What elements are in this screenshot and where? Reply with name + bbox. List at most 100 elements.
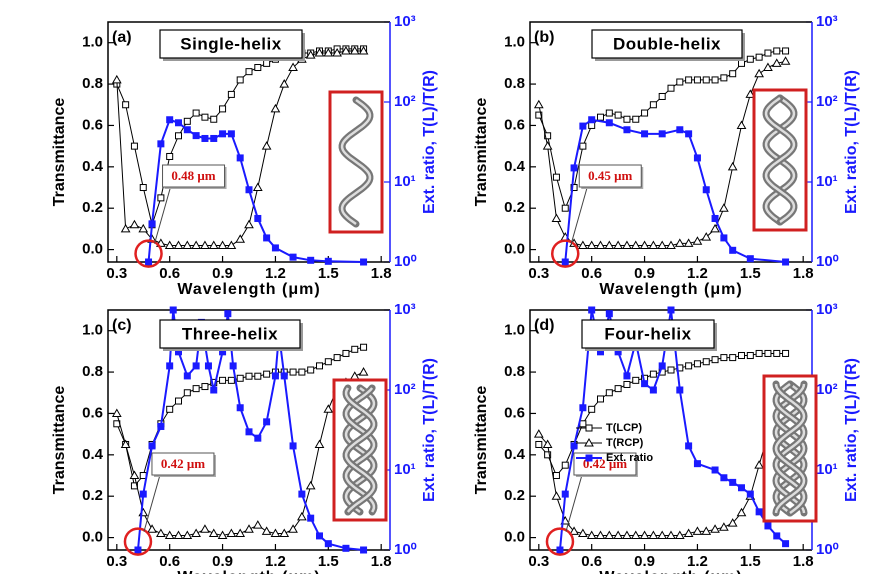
x-tick-label: 1.8 xyxy=(371,265,392,282)
y-tick-label: 0.0 xyxy=(82,529,103,546)
point xyxy=(236,235,244,242)
point xyxy=(220,106,226,112)
point xyxy=(264,235,270,241)
point xyxy=(580,143,586,149)
point xyxy=(263,527,271,534)
point xyxy=(280,80,288,87)
x-tick-label: 0.9 xyxy=(634,553,655,570)
point xyxy=(228,131,234,137)
point xyxy=(782,57,790,64)
point xyxy=(298,513,306,520)
point xyxy=(246,429,252,435)
point xyxy=(756,509,762,515)
annotation-leader xyxy=(566,475,582,532)
point xyxy=(694,155,700,161)
point xyxy=(739,60,745,66)
y2-tick-label: 10⁰ xyxy=(816,541,839,558)
point xyxy=(738,509,746,516)
point xyxy=(272,373,278,379)
point xyxy=(146,259,152,265)
point xyxy=(230,363,236,369)
point xyxy=(615,112,621,118)
point xyxy=(176,120,182,126)
x-tick-label: 0.3 xyxy=(106,265,127,282)
point xyxy=(606,120,612,126)
point xyxy=(712,77,718,83)
panel-label: (b) xyxy=(534,29,554,46)
point xyxy=(729,163,737,170)
point xyxy=(202,135,208,141)
point xyxy=(606,390,612,396)
y2-tick-label: 10² xyxy=(394,381,416,398)
point xyxy=(580,421,586,427)
chart-title: Single-helix xyxy=(180,34,281,53)
x-tick-label: 0.3 xyxy=(528,265,549,282)
panel-label: (c) xyxy=(112,317,132,334)
panel-label: (a) xyxy=(112,29,132,46)
point xyxy=(254,521,262,528)
y2-tick-label: 10¹ xyxy=(816,461,838,478)
y-axis-label: Transmittance xyxy=(473,386,490,495)
point xyxy=(589,307,595,313)
point xyxy=(192,529,200,536)
point xyxy=(131,143,137,149)
point xyxy=(642,131,648,137)
point xyxy=(113,76,121,83)
point xyxy=(139,225,147,232)
point xyxy=(783,259,789,265)
point xyxy=(624,116,630,122)
y-tick-label: 0.6 xyxy=(504,404,525,421)
point xyxy=(343,350,349,356)
point xyxy=(246,187,252,193)
point xyxy=(264,419,270,425)
point xyxy=(562,205,568,211)
point xyxy=(158,423,164,429)
point xyxy=(712,357,718,363)
chart-title: Double-helix xyxy=(613,34,721,53)
point xyxy=(721,355,727,361)
x-tick-label: 1.2 xyxy=(687,265,708,282)
point xyxy=(659,131,665,137)
point xyxy=(553,473,559,479)
point xyxy=(113,409,121,416)
point xyxy=(598,396,604,402)
point xyxy=(167,153,173,159)
point xyxy=(624,373,630,379)
point xyxy=(193,363,199,369)
point xyxy=(659,93,665,99)
point xyxy=(170,307,176,313)
point xyxy=(783,541,789,547)
point xyxy=(783,48,789,54)
point xyxy=(130,221,138,228)
point xyxy=(739,353,745,359)
point xyxy=(693,237,701,244)
point xyxy=(633,116,639,122)
x-tick-label: 1.5 xyxy=(740,265,761,282)
y-tick-label: 0.4 xyxy=(504,446,526,463)
point xyxy=(677,127,683,133)
point xyxy=(571,165,577,171)
y-tick-label: 1.0 xyxy=(82,34,103,51)
point xyxy=(606,110,612,116)
point xyxy=(290,443,296,449)
point xyxy=(677,79,683,85)
point xyxy=(774,350,780,356)
point xyxy=(255,435,261,441)
point xyxy=(122,225,130,232)
x-tick-label: 1.2 xyxy=(687,553,708,570)
annotation-leader xyxy=(571,187,587,244)
point xyxy=(148,525,156,532)
y2-tick-label: 10¹ xyxy=(816,173,838,190)
point xyxy=(308,515,314,521)
series-line xyxy=(117,49,364,225)
y2-tick-label: 10³ xyxy=(394,301,416,318)
point xyxy=(720,523,728,530)
x-tick-label: 1.2 xyxy=(265,553,286,570)
x-tick-label: 0.6 xyxy=(159,553,180,570)
chart-title: Three-helix xyxy=(182,324,278,343)
point xyxy=(351,372,359,379)
point xyxy=(747,256,753,262)
y-axis-label: Transmittance xyxy=(51,386,68,495)
point xyxy=(783,350,789,356)
